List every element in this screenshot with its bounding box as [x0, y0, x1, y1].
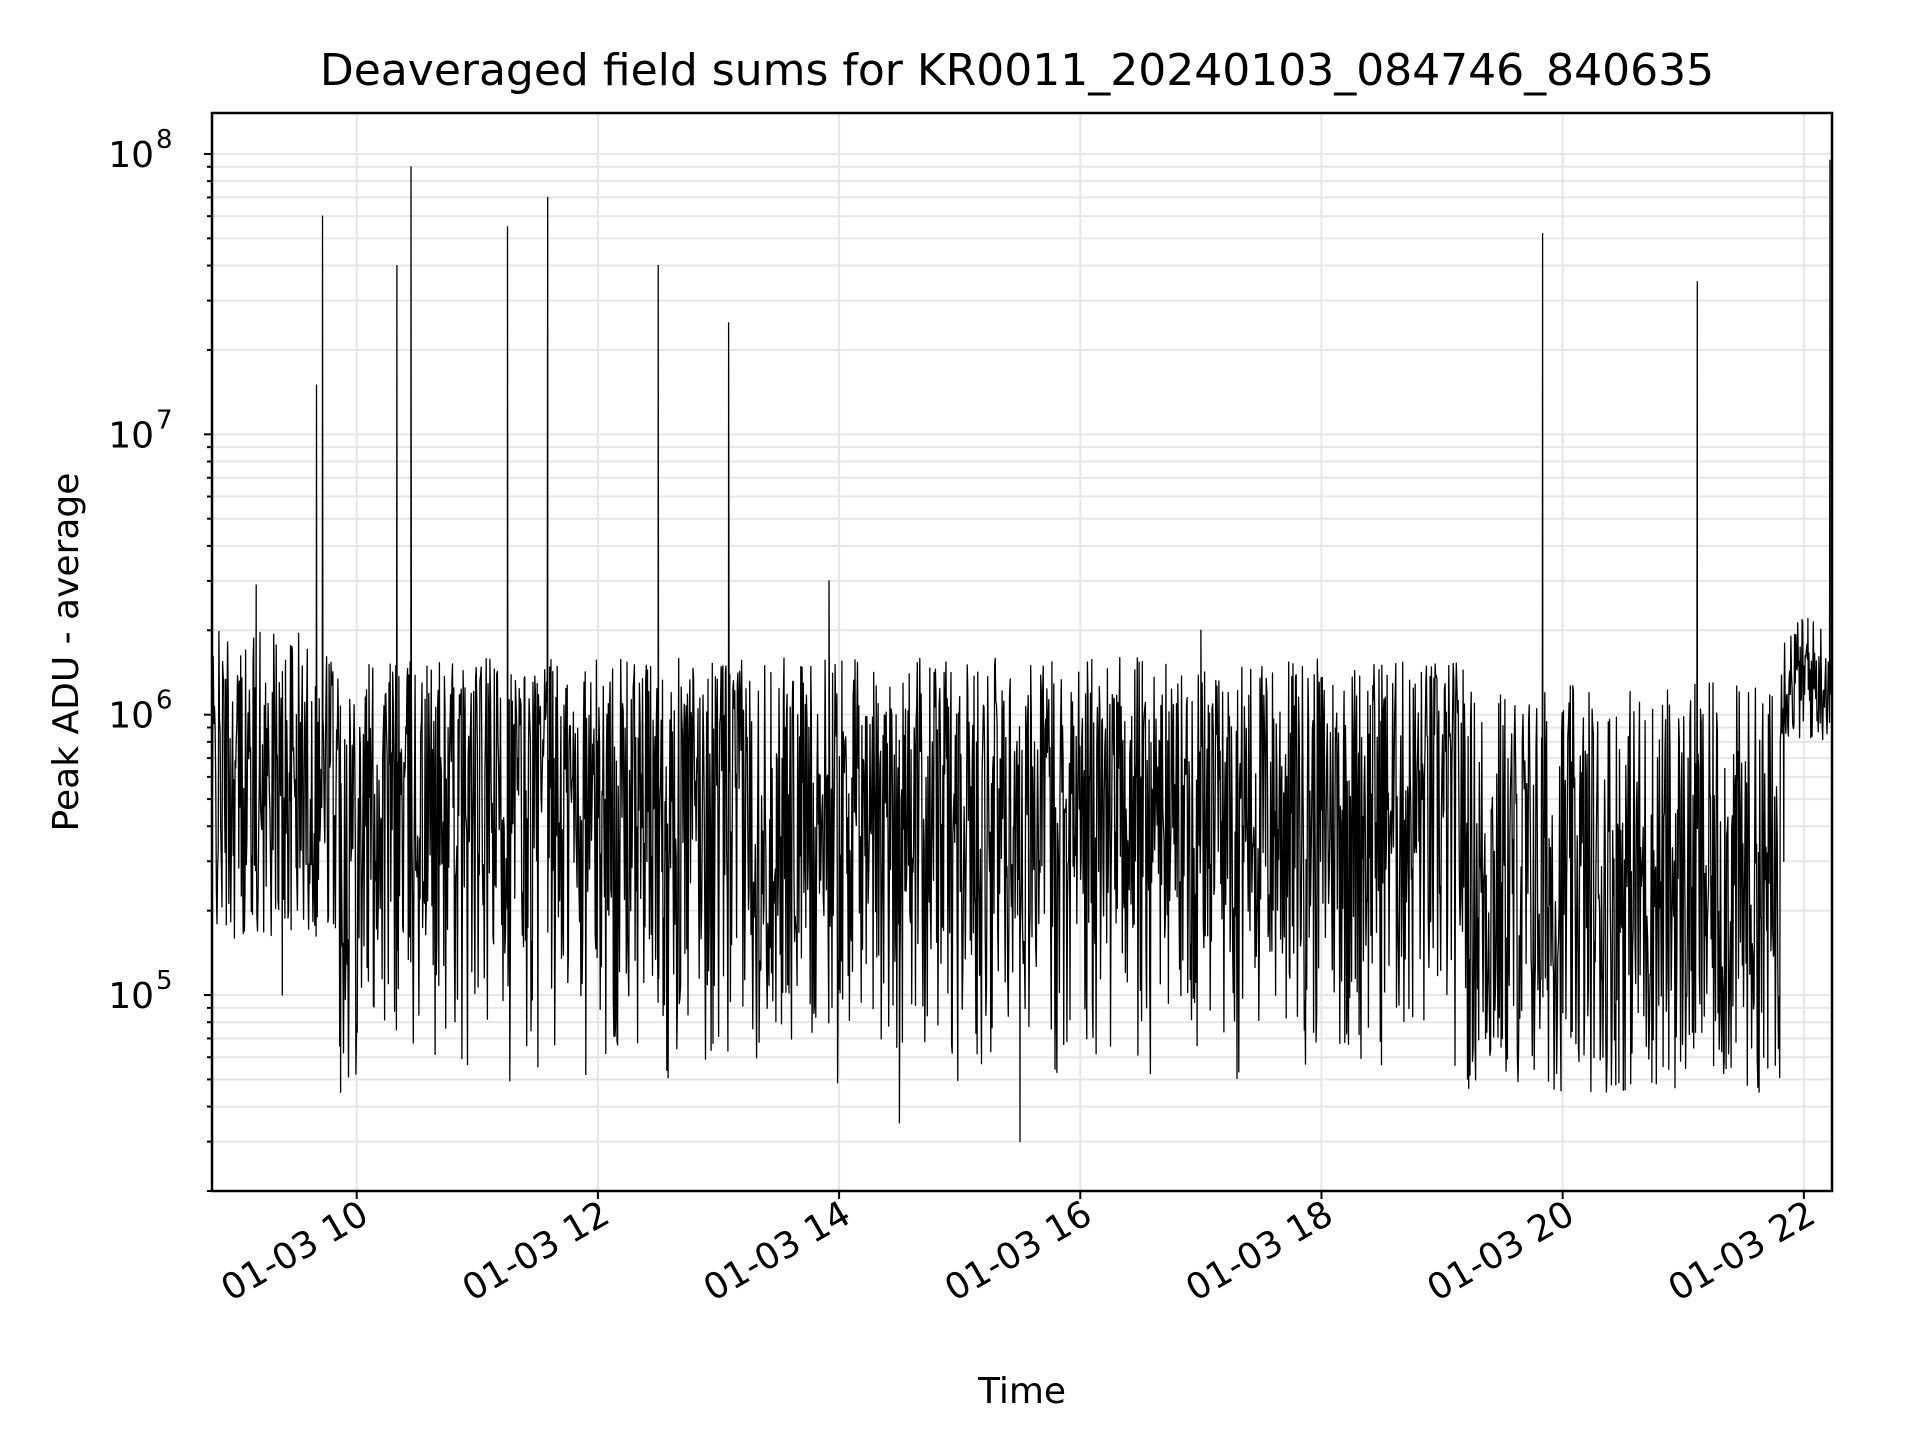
x-tick-label: 01-03 12 — [456, 1193, 617, 1309]
plot-frame — [210, 111, 1834, 1193]
x-tick-label: 01-03 18 — [1179, 1193, 1340, 1309]
data-series-line — [211, 159, 1833, 1143]
y-axis-label: Peak ADU - average — [46, 473, 87, 832]
grid-lines — [212, 113, 1832, 1192]
y-tick-label-base: 10 — [108, 135, 154, 176]
y-tick-label-base: 10 — [108, 976, 154, 1017]
y-tick-label-exponent: 5 — [156, 966, 173, 996]
chart-title: Deaveraged field sums for KR0011_2024010… — [320, 45, 1714, 96]
y-tick-label-base: 10 — [108, 696, 154, 737]
x-tick-label: 01-03 20 — [1420, 1193, 1581, 1309]
y-tick-label: 10 7 — [108, 405, 172, 456]
x-tick-label: 01-03 22 — [1662, 1193, 1823, 1309]
y-tick-label-base: 10 — [108, 415, 154, 456]
y-tick-label: 10 6 — [108, 686, 172, 737]
x-tick-label: 01-03 16 — [938, 1193, 1099, 1309]
y-tick-label: 10 5 — [108, 966, 172, 1017]
x-axis-label: Time — [977, 1371, 1066, 1412]
y-tick-label: 10 8 — [108, 125, 172, 176]
y-tick-label-exponent: 8 — [156, 125, 173, 155]
x-tick-label: 01-03 10 — [215, 1193, 376, 1309]
x-tick-label: 01-03 14 — [697, 1193, 858, 1309]
y-tick-label-exponent: 6 — [156, 686, 173, 716]
y-tick-label-exponent: 7 — [156, 405, 173, 435]
